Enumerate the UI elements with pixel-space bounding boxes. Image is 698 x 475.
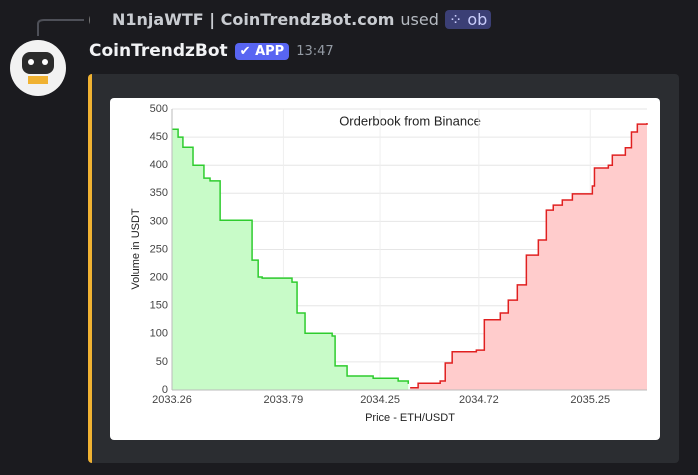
avatar-mouth: [28, 76, 48, 84]
avatar-eye: [42, 59, 48, 65]
chart-title: Orderbook from Binance: [339, 113, 481, 128]
avatar-face: [22, 52, 54, 74]
command[interactable]: ⁘ ob: [444, 10, 492, 29]
y-tick-label: 150: [150, 300, 168, 312]
reply-action: used: [400, 10, 439, 29]
y-tick-label: 300: [150, 215, 168, 227]
reply-line: N1njaWTF | CoinTrendzBot.com used ⁘ ob: [88, 10, 492, 29]
x-tick-label: 2033.79: [264, 394, 304, 406]
reply-connector: [37, 19, 84, 36]
line: [172, 128, 409, 384]
badge-text: APP: [255, 43, 285, 59]
reply-user[interactable]: N1njaWTF | CoinTrendzBot.com: [112, 10, 395, 29]
y-tick-label: 250: [150, 243, 168, 255]
y-tick-label: 450: [150, 131, 168, 143]
y-tick-label: 0: [162, 384, 168, 396]
message-header: CoinTrendzBot ✔ APP 13:47: [89, 41, 334, 61]
y-tick-label: 100: [150, 328, 168, 340]
timestamp: 13:47: [296, 43, 334, 59]
app-badge: ✔ APP: [234, 42, 290, 60]
command-name: ob: [467, 10, 488, 29]
x-tick-label: 2035.25: [570, 394, 610, 406]
avatar-eye: [28, 59, 34, 65]
x-tick-label: 2033.26: [152, 394, 192, 406]
y-tick-label: 350: [150, 187, 168, 199]
avatar-area: [10, 15, 90, 96]
area: [410, 123, 647, 391]
y-axis-label: Volume in USDT: [130, 208, 142, 290]
y-tick-label: 50: [156, 356, 168, 368]
y-tick-label: 200: [150, 272, 168, 284]
area: [172, 129, 409, 390]
chart: Orderbook from Binance Price - ETH/USDT …: [110, 98, 660, 440]
x-tick-label: 2034.72: [459, 394, 499, 406]
x-axis-label: Price - ETH/USDT: [365, 412, 455, 424]
y-tick-label: 500: [150, 103, 168, 115]
line: [410, 123, 648, 389]
reply-avatar: [89, 15, 90, 25]
x-tick-label: 2034.25: [360, 394, 400, 406]
author-name[interactable]: CoinTrendzBot: [89, 41, 228, 61]
y-tick-label: 400: [150, 159, 168, 171]
